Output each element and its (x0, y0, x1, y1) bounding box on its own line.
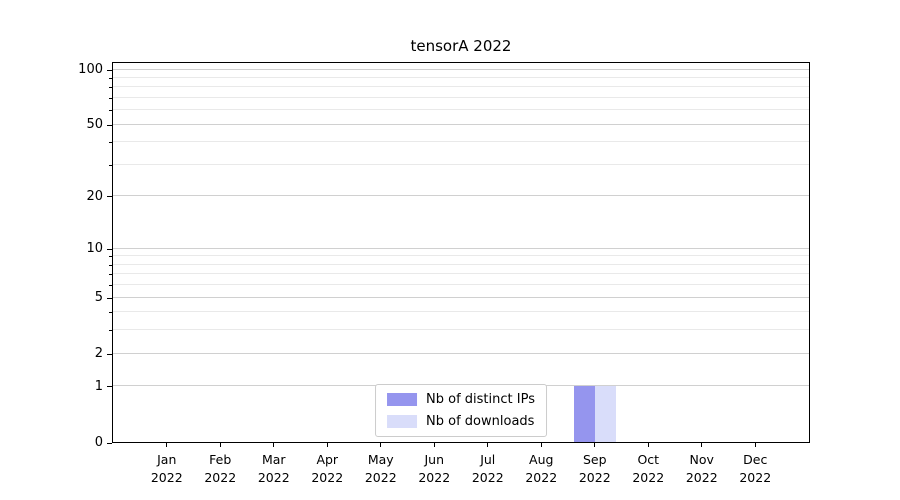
y-tick-label: 100 (78, 62, 103, 77)
x-tick-mark (701, 443, 703, 447)
chart-title: tensorA 2022 (410, 37, 512, 55)
x-tick-mark (754, 443, 756, 447)
y-tick-mark (107, 386, 112, 388)
x-tick-label: Feb 2022 (204, 452, 237, 486)
y-tick-label: 50 (86, 117, 103, 133)
legend-item: Nb of distinct IPs (387, 392, 535, 407)
x-tick-mark (380, 443, 382, 447)
x-tick-mark (326, 443, 328, 447)
x-tick-label: Nov 2022 (685, 452, 718, 486)
legend: Nb of distinct IPs Nb of downloads (375, 384, 547, 437)
gridline-major (113, 296, 809, 298)
x-tick-label: Aug 2022 (525, 452, 558, 486)
gridline-major (113, 195, 809, 197)
legend-label: Nb of distinct IPs (426, 392, 535, 407)
gridline-minor (113, 263, 809, 265)
x-tick-label: Jul 2022 (471, 452, 504, 486)
y-tick-mark (107, 69, 112, 71)
gridline-minor (113, 329, 809, 331)
x-tick-label: Sep 2022 (578, 452, 611, 486)
x-tick-label: Apr 2022 (311, 452, 344, 486)
x-tick-mark (166, 443, 168, 447)
y-minor-tick-mark (109, 274, 112, 276)
gridline-major (113, 123, 809, 125)
y-tick-mark (107, 353, 112, 355)
gridline-minor (113, 141, 809, 143)
y-tick-mark (107, 248, 112, 250)
x-tick-mark (540, 443, 542, 447)
y-minor-tick-mark (109, 110, 112, 112)
y-minor-tick-mark (109, 264, 112, 266)
x-tick-label: May 2022 (364, 452, 397, 486)
y-tick-label: 0 (94, 435, 103, 450)
x-tick-mark (647, 443, 649, 447)
x-tick-mark (219, 443, 221, 447)
y-minor-tick-mark (109, 330, 112, 332)
bar (573, 385, 595, 442)
y-tick-label: 5 (94, 290, 103, 306)
legend-label: Nb of downloads (426, 414, 535, 429)
x-tick-mark (487, 443, 489, 447)
gridline-major (113, 352, 809, 354)
y-minor-tick-mark (109, 164, 112, 166)
x-tick-label: Dec 2022 (739, 452, 772, 486)
y-tick-label: 20 (86, 188, 103, 204)
y-tick-mark (107, 297, 112, 299)
legend-swatch (387, 415, 418, 428)
x-tick-mark (433, 443, 435, 447)
y-tick-label: 10 (86, 241, 103, 257)
y-tick-mark (107, 124, 112, 126)
x-tick-label: Jun 2022 (418, 452, 451, 486)
legend-swatch (387, 393, 418, 406)
y-minor-tick-mark (109, 312, 112, 314)
x-tick-label: Jan 2022 (150, 452, 183, 486)
y-minor-tick-mark (109, 142, 112, 144)
gridline-major (113, 68, 809, 70)
gridline-minor (113, 97, 809, 98)
bar (594, 385, 616, 442)
x-tick-label: Oct 2022 (632, 452, 665, 486)
y-tick-mark (107, 442, 112, 444)
y-minor-tick-mark (109, 285, 112, 287)
gridline-major (113, 247, 809, 249)
y-tick-label: 2 (94, 346, 103, 362)
y-minor-tick-mark (109, 97, 112, 99)
y-tick-mark (107, 196, 112, 198)
y-minor-tick-mark (109, 256, 112, 258)
gridline-minor (113, 76, 809, 78)
legend-item: Nb of downloads (387, 414, 535, 429)
y-minor-tick-mark (109, 77, 112, 79)
y-tick-label: 1 (94, 378, 103, 394)
gridline-minor (113, 255, 809, 257)
gridline-minor (113, 273, 809, 275)
y-minor-tick-mark (109, 87, 112, 89)
gridline-minor (113, 86, 809, 88)
gridline-minor (113, 109, 809, 111)
x-tick-label: Mar 2022 (257, 452, 290, 486)
gridline-minor (113, 311, 809, 313)
gridline-minor (113, 163, 809, 165)
plot-area: Nb of distinct IPs Nb of downloads (112, 62, 810, 443)
gridline-minor (113, 284, 809, 286)
x-tick-mark (594, 443, 596, 447)
x-tick-mark (273, 443, 275, 447)
